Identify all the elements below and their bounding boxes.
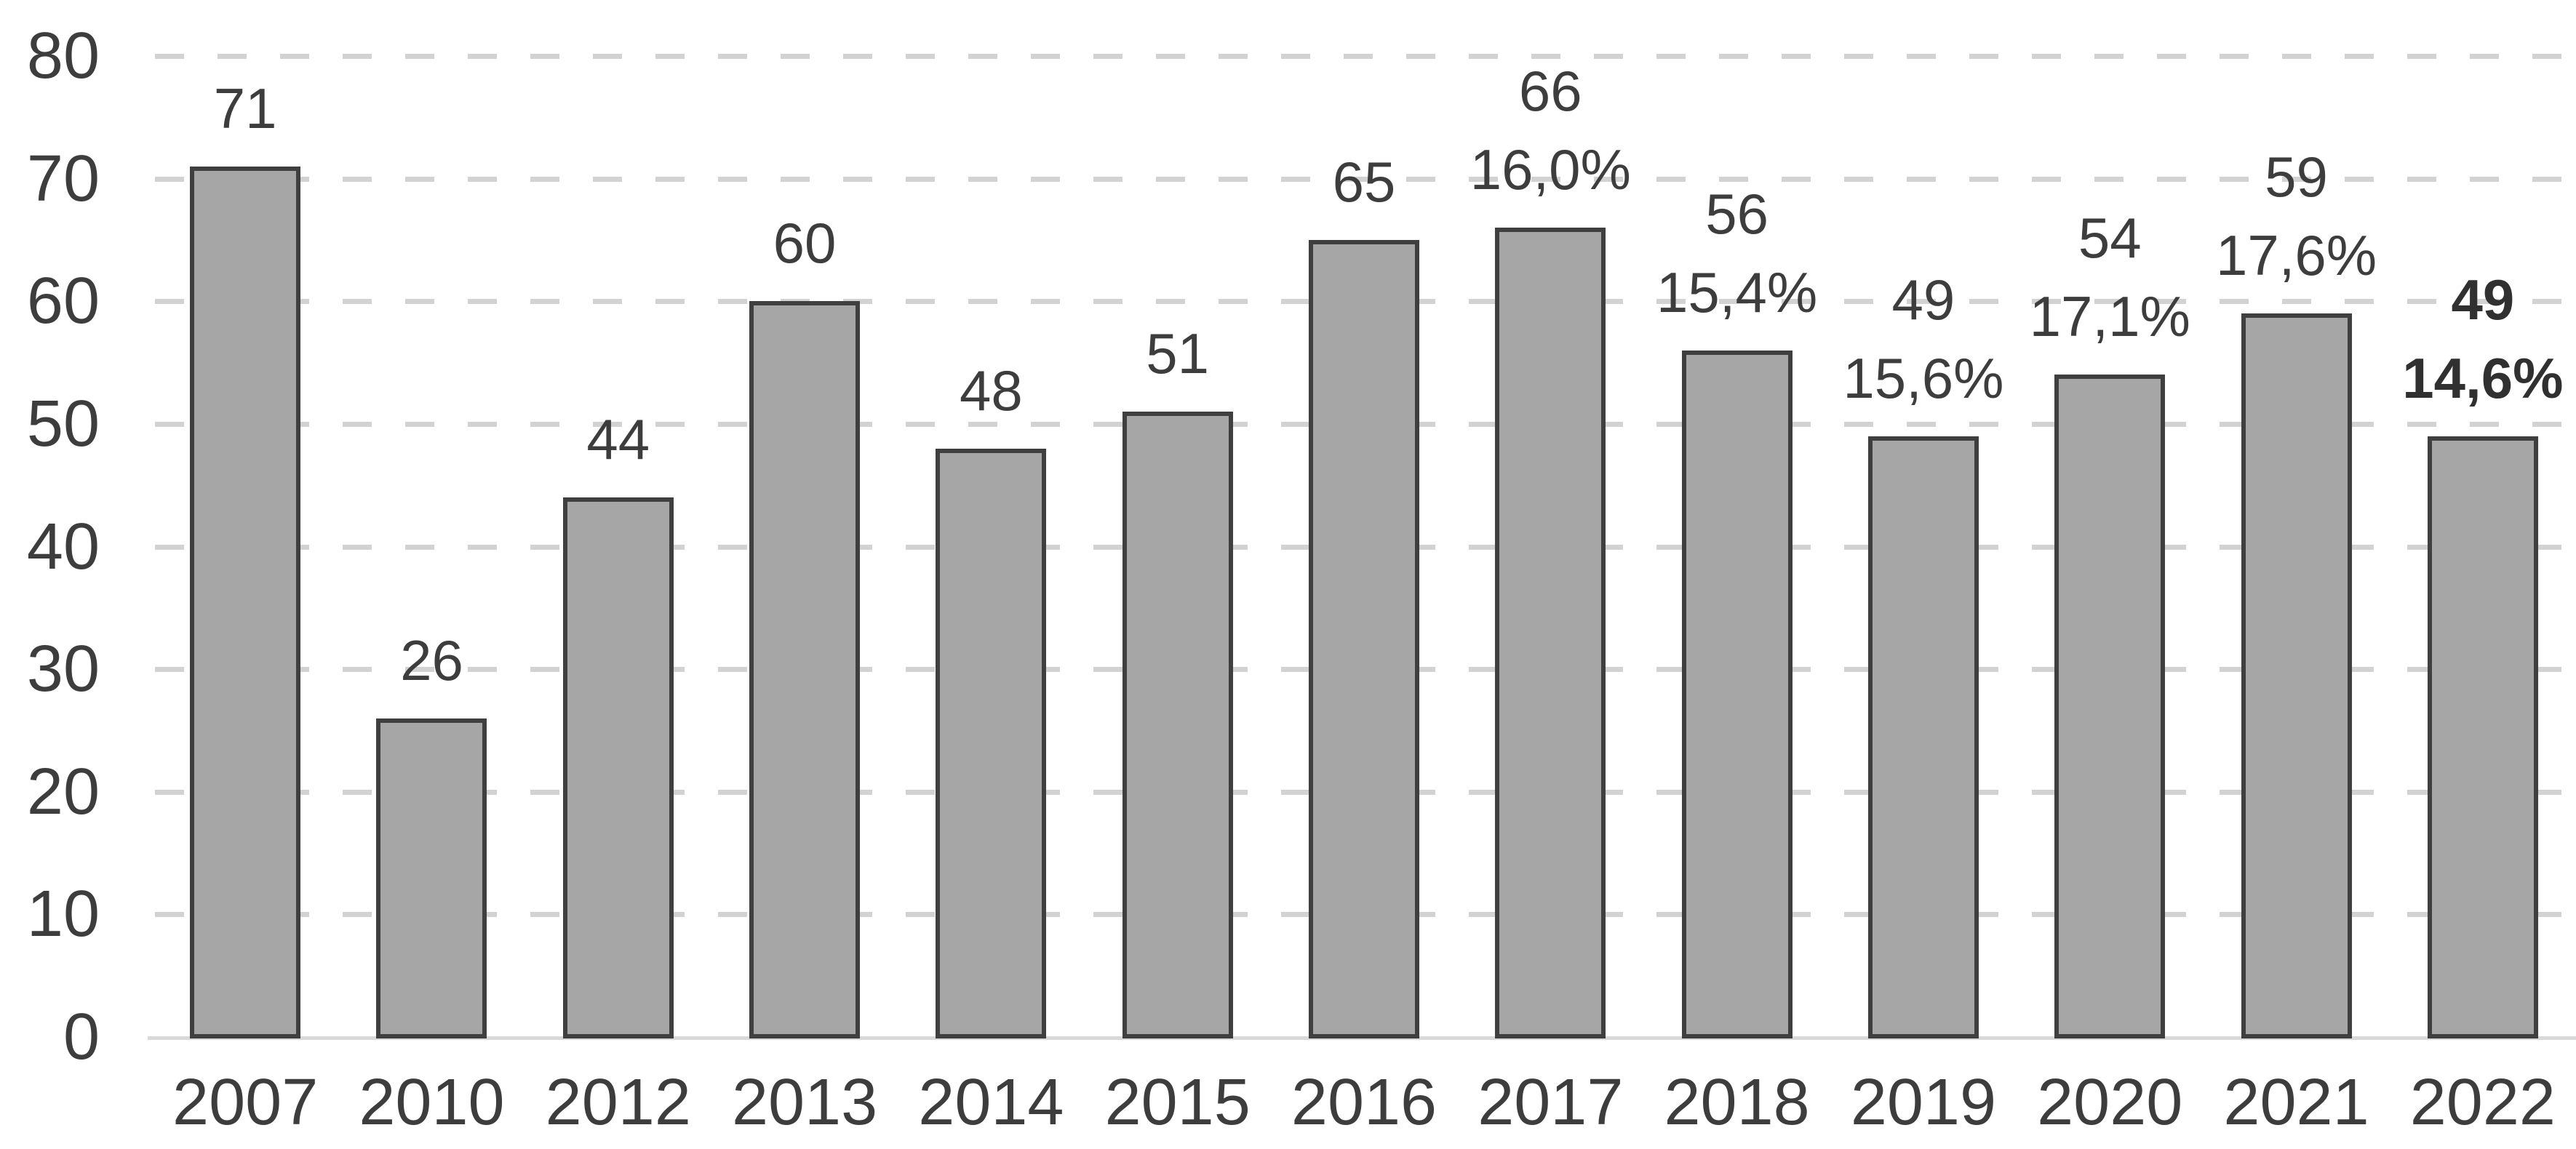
y-axis-tick-label: 30 <box>26 633 100 706</box>
bar-2013 <box>749 301 861 1038</box>
gridline-70 <box>155 176 2576 182</box>
bar-value-2010: 26 <box>400 628 463 692</box>
x-axis-tick-label-2014: 2014 <box>918 1066 1064 1139</box>
y-axis-tick-label: 20 <box>26 755 100 828</box>
x-axis-tick-label-2022: 2022 <box>2409 1066 2556 1139</box>
bar-2010 <box>376 718 487 1038</box>
bar-percent-2020: 17,1% <box>2029 284 2190 349</box>
bar-value-label-2021: 59 17,6% <box>2216 137 2377 295</box>
bar-value-label-2010: 26 <box>400 621 463 700</box>
x-axis-tick-label-2007: 2007 <box>172 1066 319 1139</box>
y-axis-tick-label: 80 <box>26 20 100 92</box>
bar-2012 <box>562 497 674 1038</box>
bar-value-label-2020: 54 17,1% <box>2030 199 2190 356</box>
bar-value-label-2012: 44 <box>586 400 650 479</box>
y-axis-tick-label: 0 <box>63 1001 100 1073</box>
bar-2017 <box>1495 228 1606 1038</box>
bar-percent-2022: 14,6% <box>2402 345 2564 410</box>
x-axis-tick-label-2015: 2015 <box>1104 1066 1251 1139</box>
bar-percent-2017: 16,0% <box>1470 137 1631 202</box>
bar-value-2022: 49 <box>2451 267 2515 332</box>
x-axis-tick-label-2017: 2017 <box>1478 1066 1624 1139</box>
bar-2014 <box>936 448 1047 1038</box>
y-axis: 0 10 20 30 40 50 60 70 80 <box>0 0 152 1149</box>
y-axis-tick-label: 60 <box>26 265 100 338</box>
bar-value-label-2022: 49 14,6% <box>2402 260 2563 417</box>
x-axis-tick-label-2012: 2012 <box>545 1066 691 1139</box>
bar-value-2019: 49 <box>1891 267 1955 332</box>
plot-area: 71 2007 26 2010 44 2012 60 2013 48 2014 51 2015 65 20… <box>148 0 2576 1149</box>
bar-value-label-2013: 60 <box>773 204 837 282</box>
bar-percent-2018: 15,4% <box>1656 260 1818 324</box>
gridline-80 <box>155 54 2576 59</box>
bar-value-label-2014: 48 <box>960 351 1023 430</box>
bar-value-label-2018: 56 15,4% <box>1656 175 1817 332</box>
bar-value-2014: 48 <box>959 358 1023 423</box>
x-axis-tick-label-2016: 2016 <box>1291 1066 1437 1139</box>
x-axis-tick-label-2013: 2013 <box>731 1066 878 1139</box>
bar-2007 <box>190 166 301 1038</box>
bar-2015 <box>1122 412 1233 1038</box>
x-axis-tick-label-2020: 2020 <box>2037 1066 2183 1139</box>
bar-value-2020: 54 <box>2078 206 2142 271</box>
x-axis-tick-label-2019: 2019 <box>1850 1066 1997 1139</box>
bar-value-2021: 59 <box>2265 145 2328 209</box>
bar-2022 <box>2427 436 2538 1038</box>
y-axis-tick-label: 10 <box>26 878 100 951</box>
bar-value-2017: 66 <box>1518 59 1582 124</box>
bar-value-label-2017: 66 16,0% <box>1470 52 1631 209</box>
bar-value-label-2015: 51 <box>1146 314 1209 393</box>
bar-value-2012: 44 <box>586 407 650 472</box>
bar-value-2018: 56 <box>1705 181 1768 246</box>
bar-2020 <box>2054 375 2166 1038</box>
bar-2016 <box>1309 239 1419 1038</box>
y-axis-tick-label: 70 <box>26 142 100 215</box>
bar-value-label-2007: 71 <box>214 69 277 148</box>
bar-2018 <box>1681 350 1793 1038</box>
bar-value-2016: 65 <box>1332 149 1396 214</box>
y-axis-tick-label: 50 <box>26 387 100 460</box>
bar-value-2015: 51 <box>1146 321 1210 386</box>
bar-2019 <box>1867 436 1979 1038</box>
bar-percent-2021: 17,6% <box>2215 223 2377 288</box>
bar-value-2007: 71 <box>213 76 277 140</box>
bar-percent-2019: 15,6% <box>1843 345 2004 410</box>
x-axis-tick-label-2018: 2018 <box>1664 1066 1810 1139</box>
x-axis-tick-label-2010: 2010 <box>359 1066 505 1139</box>
bar-2021 <box>2241 313 2352 1038</box>
bar-value-label-2016: 65 <box>1333 143 1396 221</box>
y-axis-tick-label: 40 <box>26 510 100 583</box>
bar-value-2013: 60 <box>773 211 837 276</box>
x-axis-tick-label-2021: 2021 <box>2223 1066 2369 1139</box>
bar-value-label-2019: 49 15,6% <box>1843 260 2003 417</box>
